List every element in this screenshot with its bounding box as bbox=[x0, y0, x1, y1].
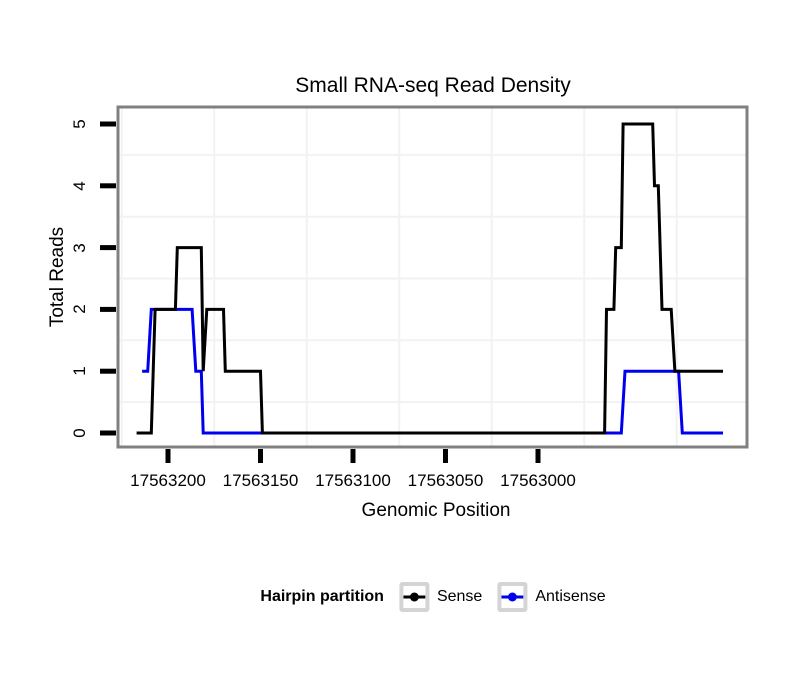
chart-title: Small RNA-seq Read Density bbox=[295, 74, 571, 97]
legend-label-sense: Sense bbox=[436, 588, 483, 605]
plot-panel bbox=[118, 107, 747, 447]
sense-line bbox=[136, 122, 723, 435]
sense-line-dot-icon bbox=[402, 592, 425, 602]
y-tick-label: 1 bbox=[70, 366, 89, 376]
legend-title: Hairpin partition bbox=[260, 588, 384, 605]
y-tick-label: 2 bbox=[70, 304, 89, 315]
y-axis-title: Total Reads bbox=[47, 226, 68, 328]
antisense-line-dot-icon bbox=[501, 592, 524, 602]
legend-item-antisense: Antisense bbox=[497, 582, 606, 612]
antisense-key-box bbox=[497, 582, 528, 612]
sense-key-box bbox=[398, 582, 429, 612]
y-tick-label: 5 bbox=[70, 119, 89, 129]
legend: Hairpin partition Sense Antisense bbox=[260, 582, 606, 612]
panel-border bbox=[116, 105, 749, 449]
x-tick-label: 17563000 bbox=[500, 471, 576, 490]
legend-label-antisense: Antisense bbox=[535, 588, 606, 605]
y-tick-label: 4 bbox=[70, 181, 89, 191]
antisense-line bbox=[142, 307, 723, 435]
y-tick-label: 0 bbox=[70, 428, 89, 438]
x-tick-label: 17563200 bbox=[130, 471, 206, 490]
y-tick-label: 3 bbox=[70, 242, 89, 253]
x-tick-label: 17563050 bbox=[407, 471, 484, 490]
x-tick-label: 17563100 bbox=[315, 471, 391, 490]
legend-item-sense: Sense bbox=[398, 582, 483, 612]
x-axis-title: Genomic Position bbox=[361, 500, 511, 521]
x-tick-label: 17563150 bbox=[222, 471, 299, 490]
